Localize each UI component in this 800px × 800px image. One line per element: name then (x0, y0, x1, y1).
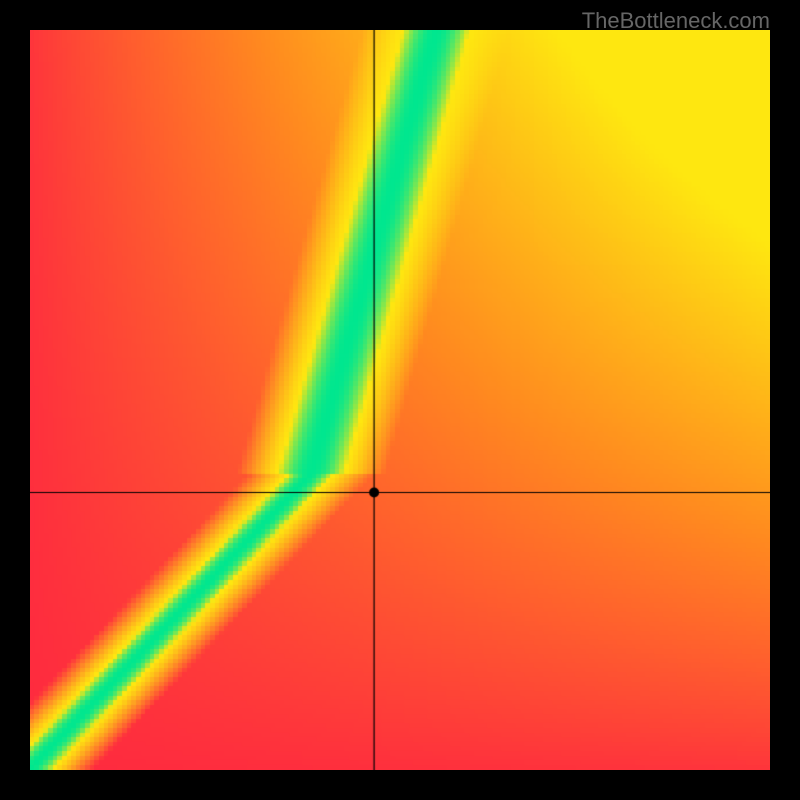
heatmap-canvas (30, 30, 770, 770)
chart-container: TheBottleneck.com (0, 0, 800, 800)
watermark-text: TheBottleneck.com (582, 8, 770, 34)
plot-area (30, 30, 770, 770)
